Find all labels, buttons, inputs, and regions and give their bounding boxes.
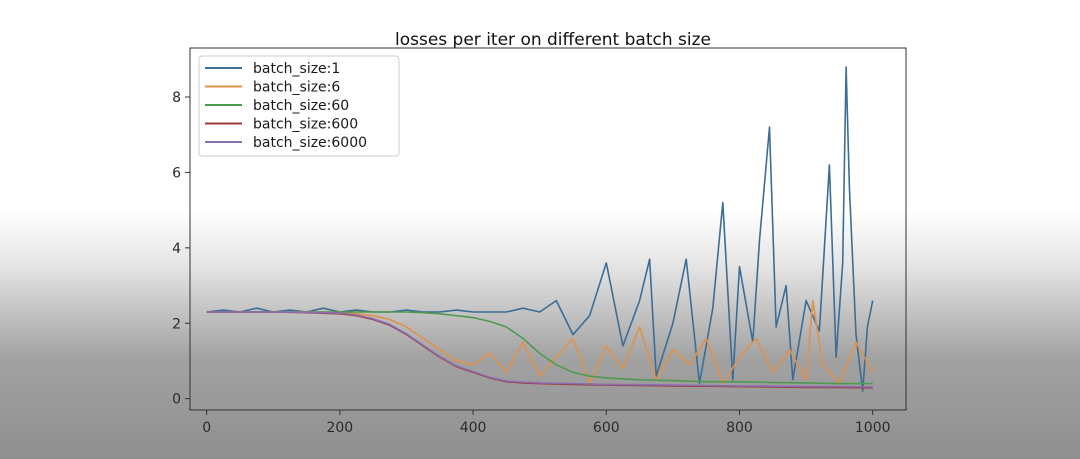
plot-area-frame	[189, 47, 907, 411]
y-tick-label: 4	[172, 241, 181, 257]
y-tick-label: 6	[172, 165, 181, 181]
series-layer	[206, 66, 874, 392]
legend-label-3: batch_size:60	[253, 98, 349, 114]
y-tick-label: 2	[172, 316, 181, 332]
legend-label-1: batch_size:1	[253, 61, 340, 77]
x-tick-label: 400	[460, 420, 487, 436]
legend-box	[198, 55, 400, 157]
x-tick-label: 1000	[855, 420, 891, 436]
x-tick-label: 600	[593, 420, 620, 436]
series-line-3	[206, 311, 873, 385]
x-tick-label: 800	[726, 420, 753, 436]
x-tick-label: 200	[326, 420, 353, 436]
chart-title: losses per iter on different batch size	[395, 30, 711, 50]
legend-label-4: batch_size:600	[253, 117, 358, 133]
series-line-5	[206, 311, 873, 388]
y-tick-label: 8	[172, 90, 181, 106]
x-tick-label: 0	[202, 420, 211, 436]
y-tick-label: 0	[172, 392, 181, 408]
legend-label-2: batch_size:6	[253, 80, 340, 96]
legend-label-5: batch_size:6000	[253, 135, 367, 151]
legend: batch_size:1 batch_size:6 batch_size:60bat…	[198, 55, 400, 157]
series-line-2	[206, 299, 874, 385]
series-line-1	[206, 66, 874, 392]
y-axis: 0 2 4 6 8	[172, 90, 190, 408]
x-axis: 0 200 400 600 800 1000	[202, 410, 891, 436]
